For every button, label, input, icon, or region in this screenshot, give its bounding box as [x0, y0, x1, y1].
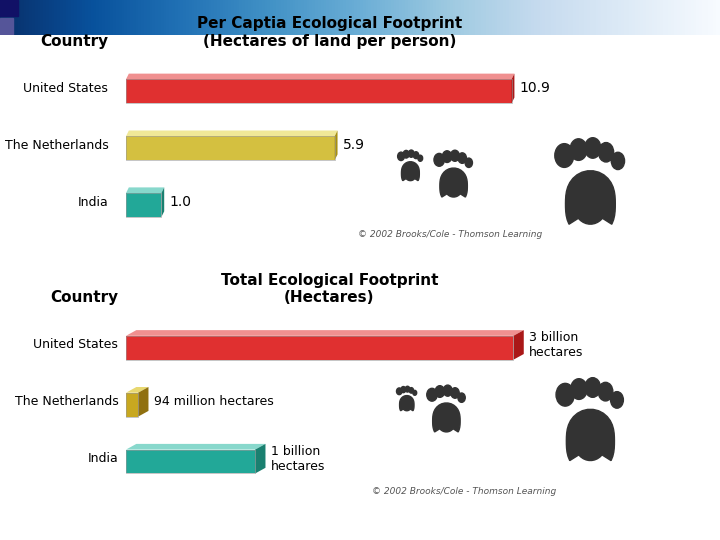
Polygon shape: [126, 444, 266, 450]
Bar: [126, 336, 513, 360]
Bar: [126, 193, 161, 217]
Text: © 2002 Brooks/Cole - Thomson Learning: © 2002 Brooks/Cole - Thomson Learning: [359, 230, 543, 239]
Bar: [126, 393, 138, 416]
Ellipse shape: [408, 150, 414, 157]
Text: India: India: [88, 452, 118, 465]
Bar: [126, 79, 512, 103]
Polygon shape: [126, 330, 523, 336]
Polygon shape: [565, 171, 616, 224]
Ellipse shape: [434, 153, 444, 166]
Bar: [126, 136, 335, 160]
Ellipse shape: [465, 158, 472, 167]
Ellipse shape: [442, 151, 451, 163]
Text: The Netherlands: The Netherlands: [4, 139, 108, 152]
Ellipse shape: [458, 153, 467, 163]
Bar: [126, 336, 513, 360]
Bar: [126, 79, 512, 103]
Polygon shape: [433, 403, 460, 432]
Text: 1 billion
hectares: 1 billion hectares: [271, 444, 325, 472]
Ellipse shape: [611, 392, 624, 408]
Ellipse shape: [458, 393, 465, 402]
Polygon shape: [400, 396, 414, 411]
Text: The Netherlands: The Netherlands: [14, 395, 118, 408]
Bar: [126, 450, 255, 474]
Polygon shape: [440, 168, 467, 197]
Ellipse shape: [444, 385, 452, 396]
Ellipse shape: [413, 152, 419, 159]
Ellipse shape: [435, 386, 444, 397]
Ellipse shape: [451, 150, 459, 161]
Bar: [0, 0, 18, 16]
Ellipse shape: [397, 388, 402, 395]
Polygon shape: [126, 131, 338, 136]
Ellipse shape: [585, 377, 600, 397]
Ellipse shape: [611, 152, 624, 170]
Ellipse shape: [403, 151, 409, 158]
Bar: [126, 450, 255, 474]
Polygon shape: [512, 73, 514, 103]
Text: 10.9: 10.9: [520, 82, 551, 96]
Ellipse shape: [556, 383, 575, 406]
Ellipse shape: [571, 379, 588, 400]
Text: © 2002 Brooks/Cole - Thomson Learning: © 2002 Brooks/Cole - Thomson Learning: [372, 487, 556, 496]
Ellipse shape: [409, 388, 413, 393]
Polygon shape: [335, 131, 338, 160]
Text: Total Ecological Footprint
(Hectares): Total Ecological Footprint (Hectares): [220, 273, 438, 305]
Text: United States: United States: [24, 82, 108, 95]
Text: 3 billion
hectares: 3 billion hectares: [529, 331, 583, 359]
Text: Per Captia Ecological Footprint
(Hectares of land per person): Per Captia Ecological Footprint (Hectare…: [197, 16, 462, 49]
Text: United States: United States: [33, 339, 118, 352]
Ellipse shape: [413, 390, 417, 395]
Bar: [126, 193, 161, 217]
Ellipse shape: [405, 386, 410, 392]
Ellipse shape: [555, 144, 574, 167]
Ellipse shape: [418, 155, 423, 161]
Text: 1.0: 1.0: [169, 195, 192, 209]
Ellipse shape: [585, 138, 601, 158]
Text: Country: Country: [50, 290, 118, 305]
Polygon shape: [126, 73, 514, 79]
Text: 94 million hectares: 94 million hectares: [153, 395, 274, 408]
Ellipse shape: [451, 388, 459, 399]
Polygon shape: [255, 444, 266, 474]
Polygon shape: [161, 187, 164, 217]
Polygon shape: [138, 387, 148, 416]
Ellipse shape: [427, 388, 437, 401]
Text: Country: Country: [40, 33, 108, 49]
Polygon shape: [513, 330, 523, 360]
Ellipse shape: [401, 387, 406, 393]
Polygon shape: [126, 387, 148, 393]
Bar: [126, 393, 138, 416]
Ellipse shape: [598, 382, 613, 401]
Ellipse shape: [598, 143, 613, 162]
Ellipse shape: [397, 152, 405, 160]
Polygon shape: [402, 162, 419, 181]
Polygon shape: [567, 409, 614, 461]
Ellipse shape: [570, 139, 587, 160]
Polygon shape: [126, 187, 164, 193]
Text: India: India: [78, 195, 108, 208]
Bar: [0, 17, 13, 35]
Bar: [126, 136, 335, 160]
Text: 5.9: 5.9: [343, 138, 365, 152]
